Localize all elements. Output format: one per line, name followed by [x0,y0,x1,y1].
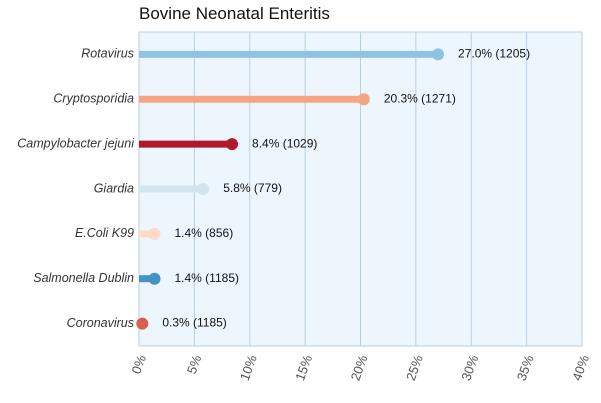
x-tick-label: 10% [237,353,260,383]
x-tick-label: 40% [569,353,592,383]
x-tick-label: 0% [129,353,150,376]
bar-end-marker [148,227,161,240]
x-tick-label: 5% [184,353,205,376]
category-label: Coronavirus [67,316,134,330]
bar-end-marker [432,48,445,61]
grid-lines [138,32,583,346]
bar-end-marker [226,138,239,151]
category-label: Cryptosporidia [53,92,134,106]
bars: Rotavirus 27.0% (1205) Cryptosporidia 20.3%… [17,47,530,330]
category-label: Giardia [94,181,134,195]
data-label: 8.4% (1029) [252,136,317,150]
data-label: 1.4% (856) [175,226,234,240]
data-label: 0.3% (1185) [162,316,226,330]
bar-end-marker [357,93,370,106]
data-label: 27.0% (1205) [458,47,530,61]
x-tick-label: 35% [514,353,537,383]
data-label: 1.4% (1185) [175,271,239,285]
x-tick-label: 20% [348,353,371,383]
chart-title: Bovine Neonatal Enteritis [139,4,330,23]
bar-end-marker [148,272,161,285]
bar-end-marker [136,317,149,330]
x-tick-label: 30% [458,353,481,383]
category-label: Campylobacter jejuni [17,136,135,150]
category-label: Rotavirus [81,47,134,61]
category-label: E.Coli K99 [75,226,134,240]
bar-end-marker [197,183,210,195]
data-label: 5.8% (779) [223,181,282,195]
x-tick-label: 25% [403,353,426,383]
x-axis-ticks: 0% 5% 10% 15% 20% 25% 30% 35% 40% [129,353,593,383]
category-label: Salmonella Dublin [33,271,134,285]
x-tick-label: 15% [292,353,315,383]
data-label: 20.3% (1271) [384,91,456,105]
